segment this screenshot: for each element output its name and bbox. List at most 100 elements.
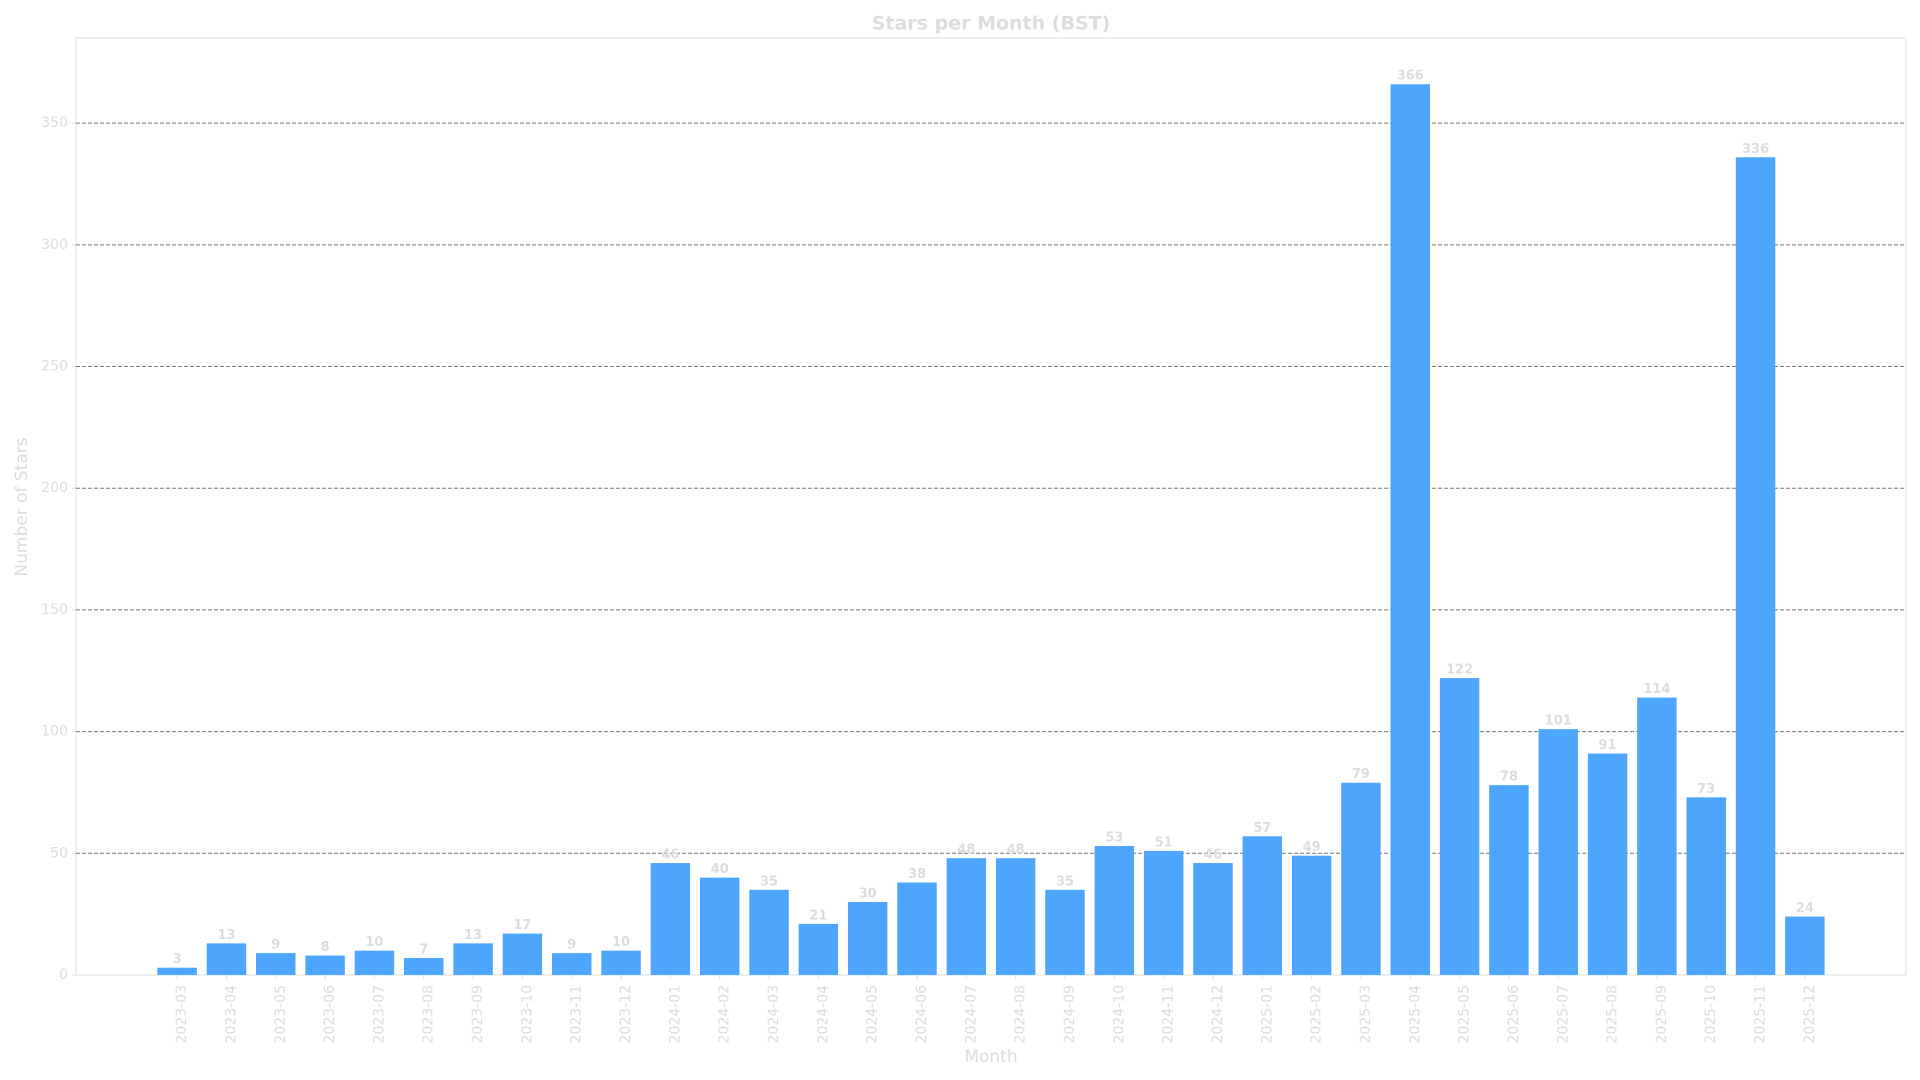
plot-frame [75,37,1907,976]
value-label: 13 [464,928,482,943]
x-tick-label: 2023-06 [322,985,338,1044]
x-tick-label: 2025-04 [1407,985,1423,1044]
bar [453,943,493,975]
bar [1686,797,1726,975]
value-label: 48 [1007,843,1025,858]
x-tick-label: 2025-09 [1654,985,1670,1044]
x-tick-label: 2023-12 [618,985,634,1044]
value-label: 17 [513,918,531,933]
value-label: 49 [1303,840,1321,855]
x-tick-label: 2025-08 [1605,985,1621,1044]
value-label: 35 [1056,874,1074,889]
value-label: 91 [1599,738,1617,753]
bar [995,858,1036,975]
x-tick-label: 2024-06 [914,985,930,1044]
bar [601,950,641,975]
bar [1489,785,1529,975]
bar [1587,753,1628,975]
value-label: 336 [1742,142,1769,157]
bar [749,889,789,975]
y-tick-label: 350 [41,115,68,131]
y-tick-label: 300 [41,237,68,253]
bar [1242,836,1283,975]
bar [1390,84,1431,975]
value-label: 57 [1253,821,1271,836]
bar [206,943,247,975]
bar [699,877,740,975]
x-tick-label: 2023-09 [470,985,486,1044]
bar [551,953,592,975]
value-label: 38 [908,867,926,882]
x-tick-label: 2023-11 [569,985,585,1044]
bar [946,858,987,975]
value-label: 46 [661,848,679,863]
value-label: 10 [365,935,383,950]
value-label: 366 [1397,69,1424,84]
x-tick-label: 2024-11 [1161,985,1177,1044]
x-tick-label: 2025-05 [1457,985,1473,1044]
value-label: 30 [859,886,877,901]
value-label: 35 [760,874,778,889]
x-tick-label: 2023-07 [371,985,387,1044]
bar [1637,697,1677,975]
bar [1538,729,1578,975]
bar [1439,678,1480,975]
value-label: 78 [1500,770,1518,785]
x-tick-label: 2025-03 [1358,985,1374,1044]
x-tick-label: 2025-12 [1802,985,1818,1044]
x-tick-label: 2024-03 [766,985,782,1044]
bar [1045,889,1085,975]
x-tick-label: 2023-04 [223,985,239,1044]
value-label: 10 [612,935,630,950]
value-label: 48 [957,843,975,858]
value-label: 21 [809,908,827,923]
bar [1193,863,1233,975]
x-tick-label: 2025-11 [1753,985,1769,1044]
bar [798,923,839,975]
bar [354,950,395,975]
value-label: 73 [1697,782,1715,797]
bar [650,863,691,975]
x-tick-label: 2024-09 [1062,985,1078,1044]
y-tick-label: 100 [41,724,68,740]
y-tick-label: 250 [41,359,68,375]
value-label: 101 [1545,714,1572,729]
value-label: 53 [1105,831,1123,846]
x-tick-label: 2024-08 [1013,985,1029,1044]
bar [897,882,937,975]
bar [157,967,197,975]
value-label: 40 [711,862,729,877]
bar [847,901,888,975]
value-label: 51 [1155,835,1173,850]
bar [1785,916,1825,975]
bar [1094,846,1135,975]
x-tick-label: 2023-10 [519,985,535,1044]
bar [404,957,444,975]
x-tick-label: 2024-01 [667,985,683,1044]
value-label: 114 [1643,682,1670,697]
y-tick-label: 0 [59,967,68,983]
y-tick-label: 200 [41,480,68,496]
bar [256,953,296,975]
value-label: 7 [419,942,428,957]
x-tick-label: 2025-06 [1506,985,1522,1044]
value-label: 24 [1796,901,1814,916]
bar [305,955,345,975]
y-tick-label: 50 [50,845,68,861]
x-tick-label: 2025-02 [1309,985,1325,1044]
x-tick-label: 2024-07 [963,985,979,1044]
value-label: 46 [1204,848,1222,863]
x-tick-label: 2025-10 [1703,985,1719,1044]
y-tick-label: 150 [41,602,68,618]
value-label: 3 [173,952,182,967]
value-label: 79 [1352,767,1370,782]
x-tick-label: 2024-12 [1210,985,1226,1044]
bar [502,933,543,975]
value-label: 9 [271,938,280,953]
bar [1291,855,1332,975]
bar [1143,850,1184,975]
x-tick-label: 2024-02 [717,985,733,1044]
value-label: 8 [321,940,330,955]
bar [1735,157,1776,976]
value-label: 9 [567,938,576,953]
